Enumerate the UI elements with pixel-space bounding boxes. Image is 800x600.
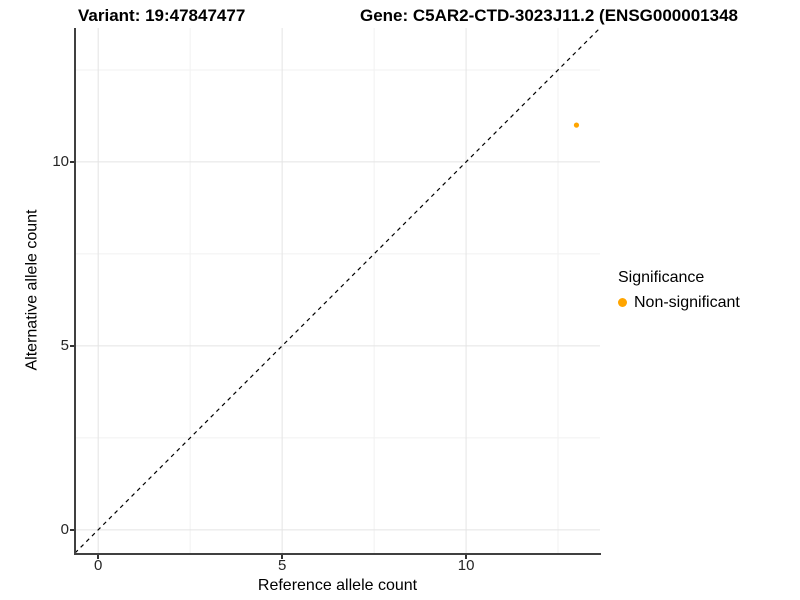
y-tick-mark (70, 345, 74, 347)
plot-panel (75, 28, 600, 553)
x-tick-label: 0 (94, 557, 103, 574)
y-tick-label: 0 (60, 520, 69, 538)
x-tick-mark (281, 555, 283, 559)
x-axis-title: Reference allele count (257, 577, 418, 594)
legend-entry-label: Non-significant (634, 294, 740, 311)
legend-entries: Non-significant (618, 293, 740, 312)
y-tick-label: 10 (52, 152, 69, 170)
y-tick-label: 5 (60, 336, 69, 354)
legend-title: Significance (618, 269, 705, 286)
x-tick-mark (465, 555, 467, 559)
legend: Significance Non-significant (618, 268, 740, 312)
y-tick-mark (70, 529, 74, 531)
y-tick-mark (70, 161, 74, 163)
x-tick-mark (97, 555, 99, 559)
identity-line (75, 28, 600, 553)
legend-entry: Non-significant (618, 293, 740, 312)
plot-title-gene: Gene: C5AR2-CTD-3023J11.2 (ENSG000001348 (360, 6, 738, 25)
x-tick-label: 10 (457, 557, 475, 574)
x-tick-label: 5 (277, 557, 287, 574)
y-axis-title: Alternative allele count (23, 209, 41, 371)
data-point (573, 122, 580, 128)
x-axis-line (74, 553, 601, 555)
y-axis-line (74, 28, 76, 555)
plot-title-variant: Variant: 19:47847477 (78, 6, 246, 25)
legend-point-icon (618, 298, 627, 307)
